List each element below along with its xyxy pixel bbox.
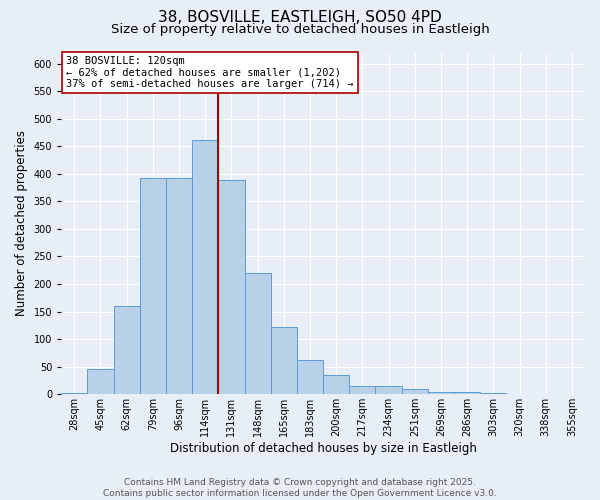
Bar	[480, 393, 506, 394]
Bar	[245, 273, 271, 394]
Bar	[454, 392, 480, 394]
Bar	[192, 140, 218, 394]
Bar	[401, 390, 428, 394]
Bar	[271, 327, 297, 394]
Text: Size of property relative to detached houses in Eastleigh: Size of property relative to detached ho…	[110, 22, 490, 36]
Bar	[113, 306, 140, 394]
Text: 38 BOSVILLE: 120sqm
← 62% of detached houses are smaller (1,202)
37% of semi-det: 38 BOSVILLE: 120sqm ← 62% of detached ho…	[67, 56, 354, 89]
Y-axis label: Number of detached properties: Number of detached properties	[15, 130, 28, 316]
X-axis label: Distribution of detached houses by size in Eastleigh: Distribution of detached houses by size …	[170, 442, 476, 455]
Bar	[218, 180, 245, 394]
Bar	[297, 360, 323, 394]
Bar	[376, 386, 401, 394]
Bar	[323, 375, 349, 394]
Bar	[88, 370, 113, 394]
Bar	[61, 393, 88, 394]
Bar	[428, 392, 454, 394]
Bar	[166, 178, 192, 394]
Bar	[140, 178, 166, 394]
Text: Contains HM Land Registry data © Crown copyright and database right 2025.
Contai: Contains HM Land Registry data © Crown c…	[103, 478, 497, 498]
Bar	[349, 386, 376, 394]
Text: 38, BOSVILLE, EASTLEIGH, SO50 4PD: 38, BOSVILLE, EASTLEIGH, SO50 4PD	[158, 10, 442, 25]
